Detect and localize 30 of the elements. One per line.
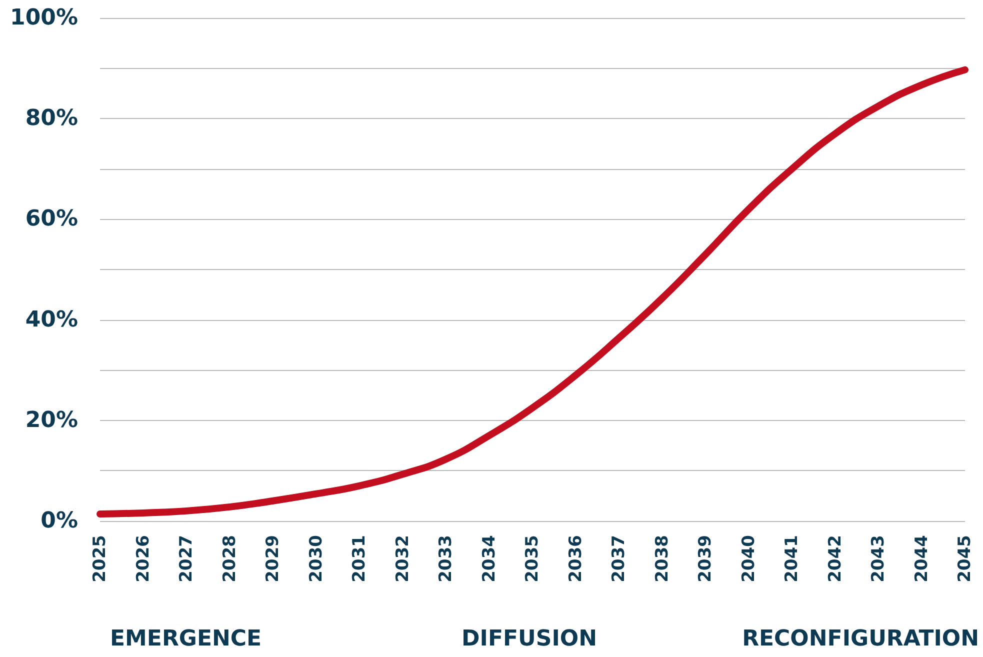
x-tick-label: 2027	[176, 535, 196, 582]
x-tick-label: 2028	[220, 535, 240, 582]
x-tick-label: 2025	[90, 535, 110, 582]
text: EMERGENCE	[110, 626, 262, 652]
y-tick-label: 100%	[10, 6, 78, 30]
x-tick-label: 2042	[825, 535, 846, 582]
x-tick-label: 2034	[479, 534, 500, 582]
x-tick-label: 2043	[868, 535, 888, 582]
x-tick-label: 2037	[609, 535, 629, 582]
x-tick-label: 2038	[652, 535, 672, 582]
y-tick-label: 60%	[25, 206, 78, 232]
x-tick-label: 2044	[912, 534, 932, 582]
x-tick-label: 2045	[955, 535, 975, 582]
text: RECONFIGURATION	[742, 626, 980, 652]
y-tick-label: 80%	[25, 106, 78, 132]
x-tick-label: 2039	[696, 535, 716, 582]
x-tick-label: 2041	[782, 535, 802, 582]
y-tick-label: 20%	[25, 408, 78, 433]
y-tick-label: 40%	[25, 307, 78, 332]
x-tick-label: 2033	[436, 535, 456, 582]
y-tick-label: 0%	[40, 508, 78, 534]
x-tick-label: 2029	[263, 535, 283, 582]
text: DIFFUSION	[462, 626, 598, 652]
x-tick-label: 2032	[392, 535, 413, 582]
x-tick-label: 2036	[566, 535, 586, 582]
x-tick-label: 2040	[738, 534, 759, 582]
x-tick-label: 2035	[522, 535, 542, 582]
x-tick-label: 2026	[133, 535, 154, 582]
x-tick-label: 2031	[350, 535, 370, 582]
x-tick-label: 2030	[306, 534, 326, 582]
